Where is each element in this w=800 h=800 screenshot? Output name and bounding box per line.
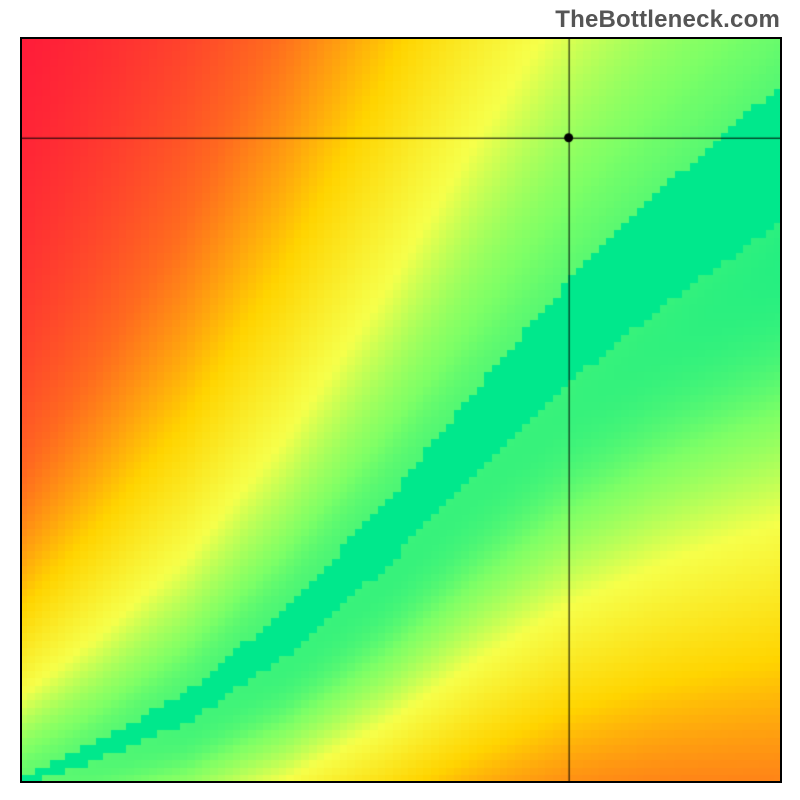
watermark-text: TheBottleneck.com [555, 6, 780, 34]
plot-border [20, 37, 782, 783]
